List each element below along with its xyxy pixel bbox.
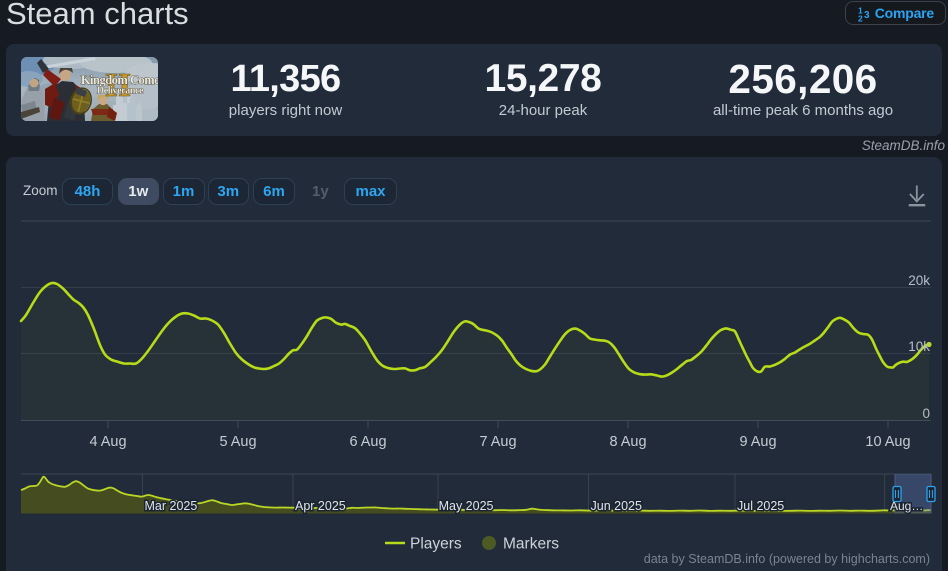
svg-text:4 Aug: 4 Aug	[89, 434, 126, 450]
svg-text:9 Aug: 9 Aug	[739, 434, 776, 450]
svg-text:7 Aug: 7 Aug	[479, 434, 516, 450]
svg-text:data by SteamDB.info (powered: data by SteamDB.info (powered by highcha…	[644, 552, 930, 566]
svg-text:10k: 10k	[908, 339, 930, 354]
svg-text:20k: 20k	[908, 273, 930, 288]
svg-text:1: 1	[858, 6, 863, 16]
svg-text:May 2025: May 2025	[439, 499, 494, 513]
svg-text:Jun 2025: Jun 2025	[591, 499, 642, 513]
svg-text:3: 3	[864, 10, 870, 21]
svg-text:8 Aug: 8 Aug	[609, 434, 646, 450]
svg-text:6 Aug: 6 Aug	[349, 434, 386, 450]
svg-text:II: II	[105, 67, 131, 104]
svg-text:Apr 2025: Apr 2025	[295, 499, 346, 513]
svg-text:Players: Players	[410, 536, 462, 553]
svg-text:Jul 2025: Jul 2025	[737, 499, 784, 513]
svg-text:Mar 2025: Mar 2025	[145, 499, 198, 513]
svg-text:Kingdom Come: Kingdom Come	[81, 73, 158, 87]
svg-text:5 Aug: 5 Aug	[219, 434, 256, 450]
svg-text:Deliverance: Deliverance	[97, 86, 144, 97]
svg-text:10 Aug: 10 Aug	[865, 434, 910, 450]
svg-text:2: 2	[858, 14, 863, 23]
svg-text:Markers: Markers	[503, 536, 559, 553]
svg-text:0: 0	[922, 406, 930, 421]
